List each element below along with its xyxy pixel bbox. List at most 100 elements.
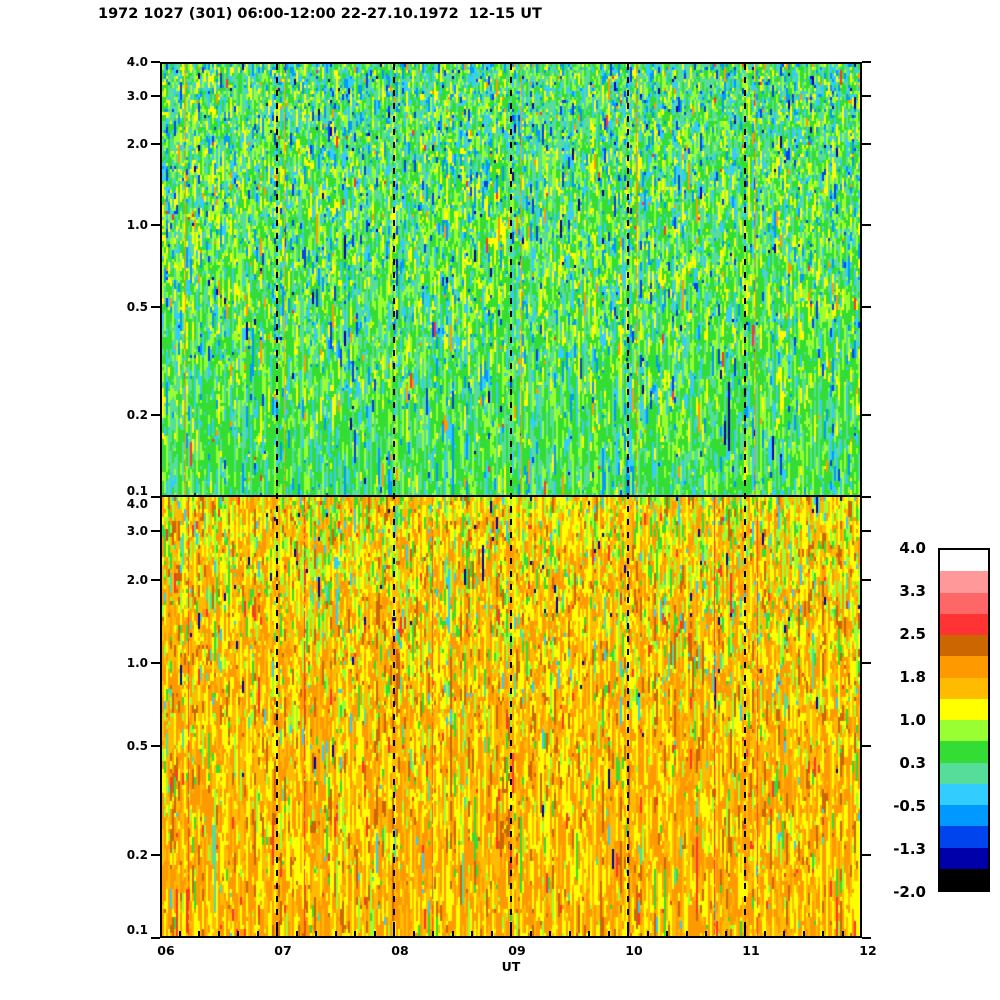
y-axis-tick-right [862, 530, 871, 533]
x-axis-label: 12 [859, 943, 877, 958]
x-axis-minor-tick [256, 931, 259, 936]
hour-dashed-line [393, 64, 395, 936]
hour-dashed-line [744, 64, 746, 936]
colorbar-label: -0.5 [893, 797, 926, 815]
x-axis-minor-tick [412, 931, 415, 936]
x-axis-label: 06 [157, 943, 175, 958]
y-axis-tick-right [862, 306, 871, 309]
y-axis-tick-right [862, 224, 871, 227]
y-axis-label: 2.0 [126, 572, 148, 587]
y-axis-tick-left [151, 937, 160, 939]
y-axis-label: 0.5 [126, 738, 148, 753]
y-axis-tick-left [151, 142, 160, 145]
colorbar-segment [940, 847, 988, 869]
x-axis-minor-tick [802, 931, 805, 936]
y-axis-label: 3.0 [126, 524, 148, 539]
x-axis-label: 08 [391, 943, 409, 958]
y-axis-label: 4.0 [126, 497, 148, 511]
colorbar-label: -1.3 [893, 840, 926, 858]
colorbar-label: 1.0 [899, 711, 926, 729]
y-axis-tick-left [151, 744, 160, 747]
x-axis-minor-tick [354, 931, 356, 936]
colorbar-label: 4.0 [899, 539, 926, 557]
colorbar-segment [940, 698, 988, 720]
x-axis-minor-tick [724, 931, 727, 936]
x-axis-title: UT [501, 959, 521, 974]
y-axis-tick-left [151, 661, 160, 664]
x-axis-minor-tick [217, 931, 220, 936]
x-axis-minor-tick [549, 931, 551, 936]
x-axis-minor-tick [588, 931, 590, 936]
chart-title: 1972 1027 (301) 06:00-12:00 22-27.10.197… [98, 6, 542, 22]
colorbar [938, 548, 990, 892]
y-axis-label: 3.0 [126, 88, 148, 103]
colorbar-segment [940, 762, 988, 784]
x-axis-minor-tick [295, 931, 298, 936]
colorbar-segment [940, 826, 988, 848]
y-axis-tick-right [862, 854, 871, 857]
y-axis-tick-right [862, 578, 871, 581]
x-axis-minor-tick [237, 931, 239, 936]
y-axis-label: 2.0 [126, 136, 148, 151]
y-axis-tick-right [862, 414, 871, 417]
x-axis-minor-tick [490, 931, 493, 936]
colorbar-label: 3.3 [899, 582, 926, 600]
y-axis-label: 0.5 [126, 300, 148, 315]
colorbar-segment [940, 720, 988, 742]
colorbar-segment [940, 656, 988, 678]
x-axis-minor-tick [646, 931, 649, 936]
x-axis-label: 09 [508, 943, 526, 958]
colorbar-label: -2.0 [893, 883, 926, 901]
x-axis-minor-tick [198, 931, 200, 936]
colorbar-label: 1.8 [899, 668, 926, 686]
x-axis-minor-tick [334, 931, 337, 936]
y-axis-label: 1.0 [126, 655, 148, 670]
x-axis-minor-tick [666, 931, 668, 936]
y-axis-tick-right [862, 661, 871, 664]
colorbar-segment [940, 868, 988, 890]
x-axis-label: 11 [742, 943, 760, 958]
x-axis-minor-tick [822, 931, 824, 936]
colorbar-segment [940, 613, 988, 635]
y-axis-tick-left [151, 854, 160, 857]
x-axis-label: 07 [274, 943, 292, 958]
x-axis-minor-tick [315, 931, 317, 936]
x-axis-minor-tick [529, 931, 532, 936]
y-axis-tick-left [151, 530, 160, 533]
y-axis-tick-right [862, 61, 871, 63]
colorbar-segment [940, 741, 988, 763]
x-axis-minor-tick [373, 931, 376, 936]
x-axis-minor-tick [841, 931, 844, 936]
x-axis-minor-tick [178, 931, 181, 936]
colorbar-segment [940, 677, 988, 699]
x-axis-minor-tick [783, 931, 785, 936]
x-axis-label: 10 [625, 943, 643, 958]
hour-dashed-line [510, 64, 512, 936]
y-axis-label: 4.0 [126, 55, 148, 69]
y-axis-tick-left [151, 414, 160, 417]
colorbar-label: 2.5 [899, 625, 926, 643]
y-axis-tick-right [862, 937, 871, 939]
y-axis-tick-left [151, 578, 160, 581]
y-axis-tick-right [862, 142, 871, 145]
colorbar-label: 0.3 [899, 754, 926, 772]
colorbar-segment [940, 550, 988, 572]
hour-dashed-line [627, 64, 629, 936]
y-axis-tick-left [151, 306, 160, 309]
x-axis-minor-tick [568, 931, 571, 936]
y-axis-label: 0.1 [126, 923, 148, 937]
y-axis-tick-left [151, 61, 160, 63]
colorbar-segment [940, 805, 988, 827]
hour-dashed-line [276, 64, 278, 936]
y-axis-tick-left [151, 496, 160, 498]
x-axis-minor-tick [705, 931, 707, 936]
y-axis-tick-left [151, 224, 160, 227]
y-axis-tick-right [862, 744, 871, 747]
y-axis-label: 0.1 [126, 484, 148, 498]
y-axis-tick-right [862, 94, 871, 97]
x-axis-minor-tick [763, 931, 766, 936]
x-axis-minor-tick [471, 931, 473, 936]
x-axis-minor-tick [432, 931, 434, 936]
x-axis-minor-tick [451, 931, 454, 936]
